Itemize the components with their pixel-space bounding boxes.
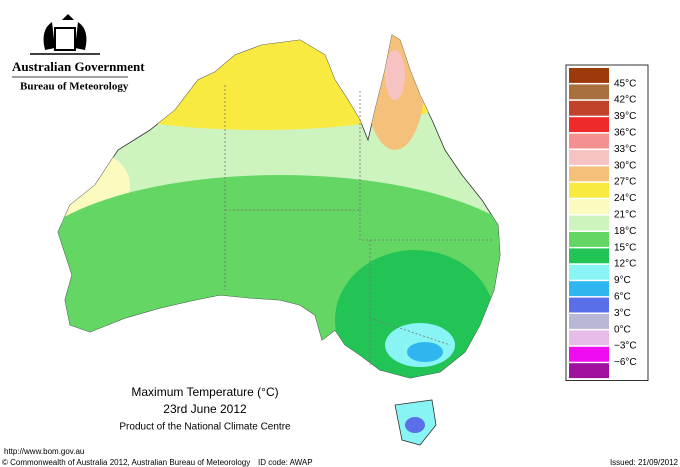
- caption-title: Maximum Temperature (°C): [131, 385, 278, 399]
- legend-swatch: [569, 232, 609, 247]
- footer-copyright: © Commonwealth of Australia 2012, Austra…: [2, 458, 250, 467]
- legend-swatch: [569, 330, 609, 346]
- header-title: Australian Government: [12, 59, 145, 74]
- legend-swatch: [569, 346, 609, 362]
- legend-swatch: [569, 182, 609, 198]
- legend-label: 36°C: [614, 128, 636, 139]
- legend-label: 33°C: [614, 144, 636, 155]
- legend-label: −3°C: [614, 341, 637, 352]
- legend-swatch: [569, 248, 609, 264]
- legend-label: 30°C: [614, 160, 636, 171]
- legend-label: 6°C: [614, 292, 631, 303]
- legend-label: 0°C: [614, 324, 631, 335]
- footer-url: http://www.bom.gov.au: [4, 447, 84, 456]
- legend-label: 45°C: [614, 78, 636, 89]
- legend-label: 39°C: [614, 111, 636, 122]
- legend-swatch: [569, 166, 609, 182]
- header-subtitle: Bureau of Meteorology: [20, 81, 129, 93]
- legend-label: 3°C: [614, 308, 631, 319]
- legend-label: 9°C: [614, 275, 631, 286]
- legend-swatch: [569, 215, 609, 231]
- legend-swatch: [569, 84, 609, 100]
- legend-label: 27°C: [614, 177, 636, 188]
- caption-date: 23rd June 2012: [163, 402, 247, 416]
- legend-swatch: [569, 314, 609, 329]
- legend-swatch: [569, 133, 609, 149]
- footer-id: ID code: AWAP: [258, 458, 313, 467]
- legend-label: 24°C: [614, 193, 636, 204]
- legend-swatch: [569, 264, 609, 280]
- legend-label: 15°C: [614, 242, 636, 253]
- legend-label: 18°C: [614, 226, 636, 237]
- footer-issued: Issued: 21/09/2012: [610, 458, 679, 467]
- legend-label: 42°C: [614, 95, 636, 106]
- legend-swatch: [569, 150, 609, 165]
- emblem: [30, 14, 100, 55]
- legend-swatch: [569, 363, 609, 379]
- legend: 45°C 42°C 39°C 36°C 33°C 30°C 27°C 24°C 21°C 18°C…: [565, 64, 649, 382]
- legend-label: 12°C: [614, 259, 636, 270]
- legend-swatch: [569, 117, 609, 133]
- legend-swatch: [569, 297, 609, 313]
- caption-credit: Product of the National Climate Centre: [119, 422, 291, 433]
- legend-label: −6°C: [614, 357, 637, 368]
- legend-swatch: [569, 100, 609, 116]
- legend-swatch: [569, 281, 609, 297]
- legend-frame: [565, 64, 649, 382]
- legend-swatch: [569, 68, 609, 83]
- legend-swatch: [569, 199, 609, 215]
- legend-label: 21°C: [614, 210, 636, 221]
